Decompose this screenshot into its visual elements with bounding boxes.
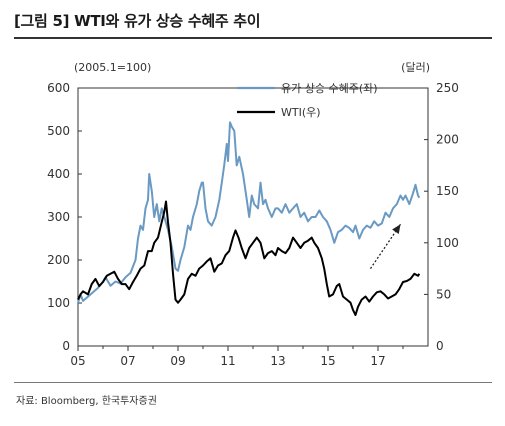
right-tick-label: 150 (436, 184, 459, 198)
x-tick-label: 09 (170, 354, 185, 368)
series-line-wti (77, 200, 421, 316)
source-note: 자료: Bloomberg, 한국투자증권 (16, 396, 157, 407)
legend-label: WTI(우) (281, 106, 321, 119)
figure-title: [그림 5] WTI와 유가 상승 수혜주 추이 (14, 12, 261, 30)
x-tick-label: 11 (220, 354, 235, 368)
left-tick-label: 500 (47, 124, 70, 138)
left-tick-label: 400 (47, 167, 70, 181)
plot-frame (77, 87, 429, 347)
chart: 0 100 200 300 400 500 600 0 50 100 150 200 250 05 07 09… (47, 61, 459, 368)
title-divider (14, 37, 492, 39)
right-tick-label: 50 (436, 287, 451, 301)
right-tick-label: 250 (436, 81, 459, 95)
left-tick-label: 300 (47, 210, 70, 224)
trend-arrow-head (392, 224, 401, 235)
x-tick-label: 13 (270, 354, 285, 368)
x-tick-label: 07 (120, 354, 135, 368)
right-axis-unit: (달러) (401, 61, 430, 74)
right-tick-label: 0 (436, 339, 444, 353)
left-tick-label: 200 (47, 253, 70, 267)
left-tick-label: 0 (62, 339, 70, 353)
x-tick-label: 15 (320, 354, 335, 368)
legend-label: 유가 상승 수혜주(좌) (281, 82, 378, 95)
x-tick-label: 17 (370, 354, 385, 368)
left-tick-label: 600 (47, 81, 70, 95)
right-tick-label: 100 (436, 236, 459, 250)
right-tick-label: 200 (436, 133, 459, 147)
footer-divider (14, 382, 492, 383)
series-line-stocks (77, 121, 421, 304)
x-tick-label: 05 (70, 354, 85, 368)
left-tick-label: 100 (47, 296, 70, 310)
left-axis-unit: (2005.1=100) (74, 61, 151, 74)
